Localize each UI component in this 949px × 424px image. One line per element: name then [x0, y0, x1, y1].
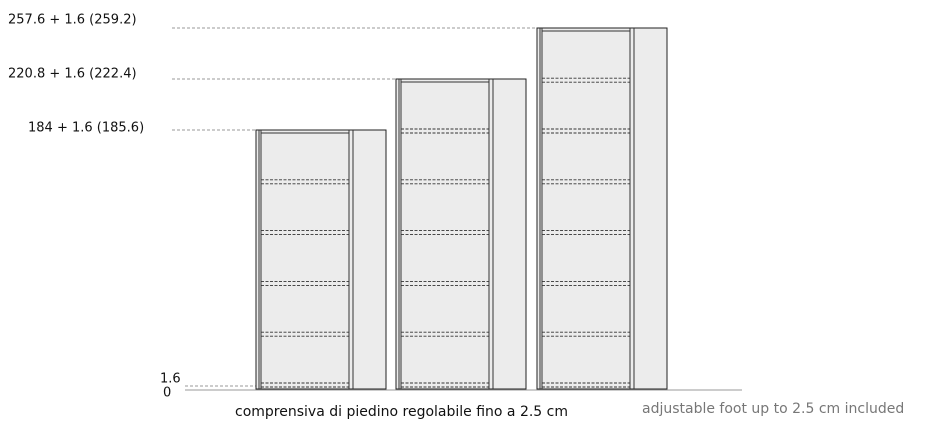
- level-label: 184 + 1.6 (185.6): [28, 121, 144, 136]
- level-label: 220.8 + 1.6 (222.4): [8, 67, 137, 82]
- note-english: adjustable foot up to 2.5 cm included: [642, 401, 904, 417]
- foot-label: 1.6: [160, 372, 181, 387]
- level-label: 257.6 + 1.6 (259.2): [8, 13, 137, 28]
- note-italian: comprensiva di piedino regolabile fino a…: [235, 404, 568, 420]
- zero-label: 0: [163, 386, 171, 401]
- cabinets: [255, 27, 668, 390]
- cabinet: [255, 129, 387, 390]
- cabinet: [536, 27, 668, 390]
- cabinet: [395, 78, 527, 390]
- guides: [172, 27, 742, 391]
